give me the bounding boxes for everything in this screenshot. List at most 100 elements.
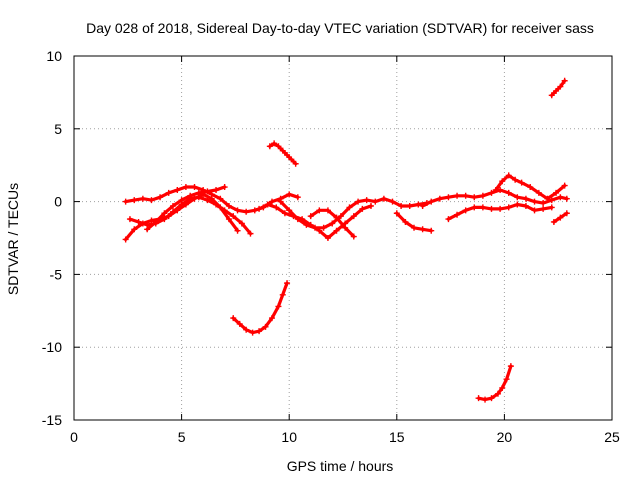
x-tick-label: 25 [604,429,620,445]
data-point [557,83,564,90]
data-point [234,207,241,214]
data-point [561,77,568,84]
data-point [161,216,168,223]
series-track-j [445,201,555,223]
data-point [195,189,202,196]
data-point [148,197,155,204]
data-point [122,236,129,243]
plot-area-border [73,55,613,421]
data-point [279,147,286,154]
data-point [256,328,263,335]
data-point [389,198,396,205]
data-point [499,178,506,185]
data-point [479,204,486,211]
data-point [337,213,344,220]
data-point [355,198,362,205]
data-point [182,184,189,191]
data-point [161,210,168,217]
data-point [548,204,555,211]
data-point [561,182,568,189]
axis-ticks: 0 5 10 15 20 25 -15 -10 -5 0 5 10 [42,48,620,445]
data-point [169,208,176,215]
data-point [204,197,211,204]
data-point [553,87,560,94]
data-point [324,235,331,241]
data-point [535,189,542,196]
series-line [550,79,567,97]
data-point [294,216,301,223]
data-point [221,184,228,191]
data-point [454,192,461,199]
data-point [148,217,155,224]
data-point [266,143,273,150]
data-point [329,220,336,227]
series-track-o [475,363,514,403]
data-point [221,207,228,214]
data-point [359,205,366,212]
data-point [324,207,331,214]
data-point [505,189,512,196]
data-point [230,315,237,322]
data-point [505,204,512,211]
data-point [548,92,555,99]
series-track-m [266,140,299,167]
data-point [268,198,275,205]
data-point [234,227,241,234]
data-point [540,200,547,207]
data-point [475,395,482,402]
data-point [540,205,547,212]
data-point [488,395,495,402]
data-point [262,323,269,330]
data-point [225,216,232,223]
data-point [236,320,243,327]
data-point [419,226,426,233]
y-axis-label: SDTVAR / TECUs [5,183,21,295]
x-axis-label: GPS time / hours [287,458,394,474]
x-tick-label: 15 [389,429,405,445]
data-point [135,218,142,225]
data-point [247,230,254,237]
data-point [445,216,452,223]
data-point [462,207,469,214]
data-point [428,198,435,205]
data-point [499,384,506,391]
data-point [518,179,525,186]
data-point [563,210,570,217]
data-point [372,198,379,205]
data-point [225,202,232,209]
y-tick-label: 0 [54,194,62,210]
x-tick-label: 10 [281,429,297,445]
data-point [380,195,387,202]
data-point [307,213,314,220]
data-point [174,186,181,193]
data-series [122,77,570,403]
data-point [286,207,293,214]
data-point [169,202,176,209]
series-line [231,281,289,335]
data-point [548,197,555,204]
y-tick-label: -15 [42,412,62,428]
data-point [411,224,418,231]
data-point [275,303,282,310]
data-point [514,194,521,201]
data-point [271,140,278,147]
data-point [316,207,323,214]
data-point [238,220,245,227]
series-track-g [307,207,357,240]
x-tick-label: 20 [497,429,513,445]
data-point [264,201,271,208]
data-point [292,160,299,167]
data-point [251,207,258,214]
data-point [514,201,521,208]
chart-title: Day 028 of 2018, Sidereal Day-to-day VTE… [86,20,594,36]
data-point [428,227,435,234]
data-point [320,224,327,231]
y-tick-label: -10 [42,339,62,355]
series-track-d [144,184,228,233]
data-point [367,202,374,209]
data-point [497,205,504,212]
data-point [479,192,486,199]
data-point [350,213,357,220]
data-point [303,221,310,228]
data-point [243,326,250,333]
